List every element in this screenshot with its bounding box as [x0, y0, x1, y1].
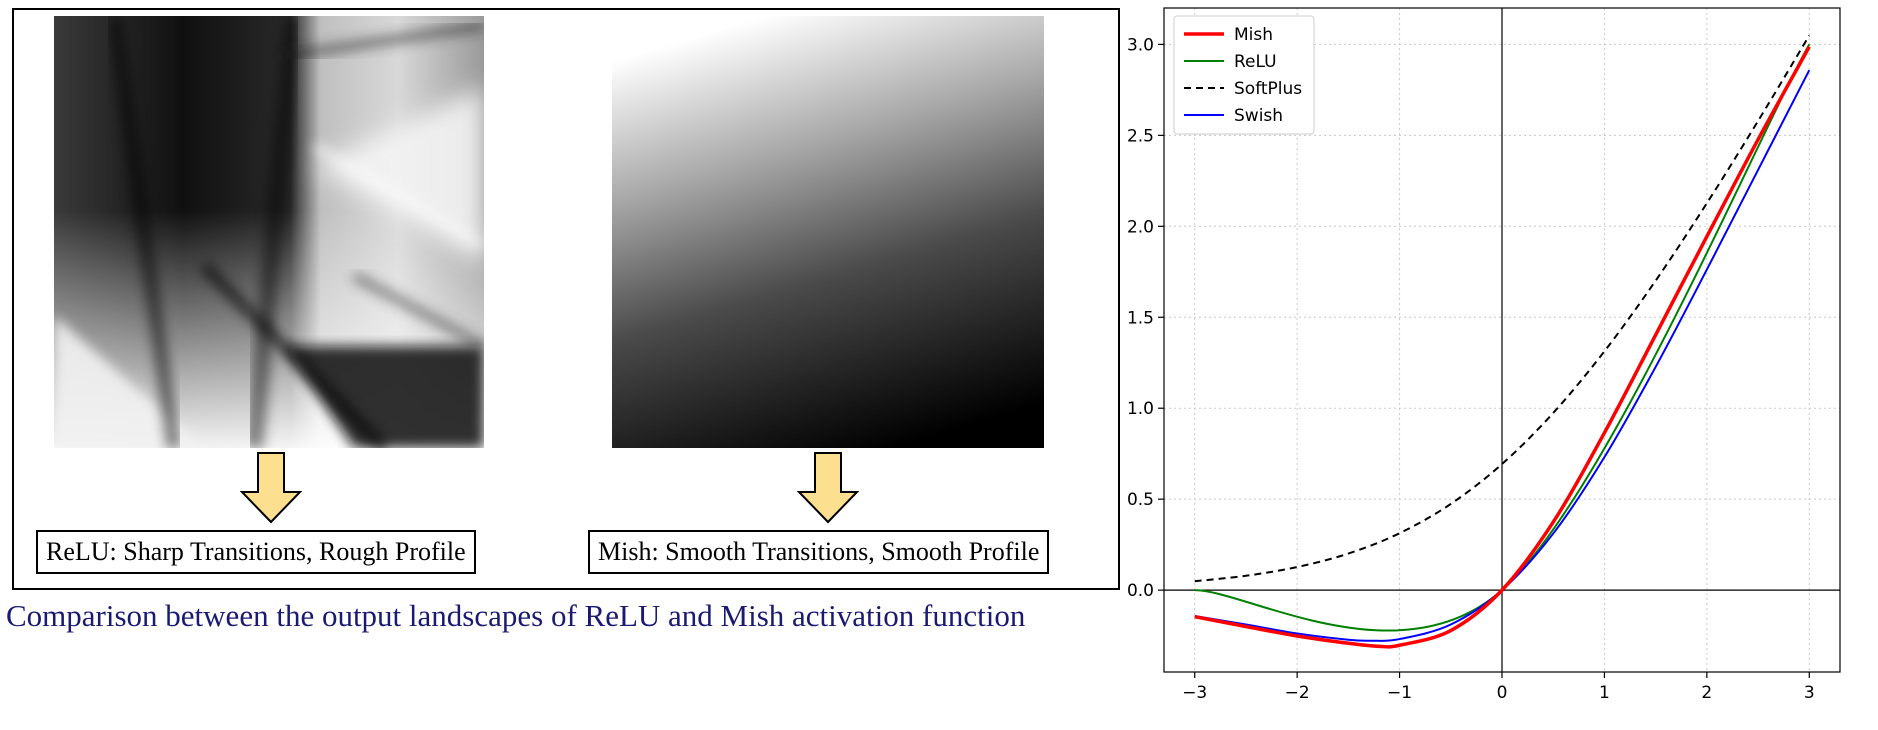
- x-tick-label: 0: [1497, 683, 1508, 703]
- relu-down-arrow-icon: [240, 452, 302, 524]
- x-tick-label: 1: [1599, 683, 1610, 703]
- y-tick-label: 0.5: [1127, 490, 1154, 510]
- chart-ticks: −3 −2 −1 0 1 2 3 0.0 0.5 1.0 1.5 2.0 2.5 3.0: [1127, 35, 1815, 703]
- y-tick-label: 2.0: [1127, 217, 1154, 237]
- mish-caption: Mish: Smooth Transitions, Smooth Profile: [588, 530, 1050, 574]
- mish-arrow-shape: [797, 452, 859, 524]
- legend-label-swish: Swish: [1234, 106, 1283, 126]
- x-tick-label: −3: [1182, 683, 1207, 703]
- relu-arrow-shape: [240, 452, 302, 524]
- relu-caption: ReLU: Sharp Transitions, Rough Profile: [36, 530, 476, 574]
- legend-label-mish: Mish: [1234, 25, 1273, 45]
- x-tick-label: 2: [1701, 683, 1712, 703]
- chart-series: [1194, 34, 1811, 649]
- y-tick-label: 2.5: [1127, 126, 1154, 146]
- series-line-softplus: [1194, 34, 1811, 583]
- y-tick-label: 0.0: [1127, 581, 1154, 601]
- chart-legend: Mish ReLU SoftPlus Swish: [1173, 15, 1315, 135]
- y-tick-label: 1.0: [1127, 399, 1154, 419]
- legend-label-softplus: SoftPlus: [1234, 79, 1302, 99]
- comparison-text: Comparison between the output landscapes…: [6, 598, 1026, 633]
- activation-function-chart: −3 −2 −1 0 1 2 3 0.0 0.5 1.0 1.5 2.0 2.5 3.0 Mish ReLU…: [1127, 7, 1841, 703]
- mish-landscape-image: [612, 16, 1044, 448]
- relu-landscape-image: [54, 16, 484, 448]
- mish-down-arrow-icon: [797, 452, 859, 524]
- legend-box: [1173, 15, 1315, 135]
- x-tick-label: −2: [1285, 683, 1310, 703]
- y-tick-label: 3.0: [1127, 35, 1154, 55]
- series-line-mish: [1194, 45, 1811, 649]
- legend-label-relu: ReLU: [1234, 52, 1277, 72]
- landscape-comparison-panel: ReLU: Sharp Transitions, Rough Profile M…: [12, 8, 1120, 590]
- x-tick-label: 3: [1804, 683, 1815, 703]
- y-tick-label: 1.5: [1127, 308, 1154, 328]
- x-tick-label: −1: [1387, 683, 1412, 703]
